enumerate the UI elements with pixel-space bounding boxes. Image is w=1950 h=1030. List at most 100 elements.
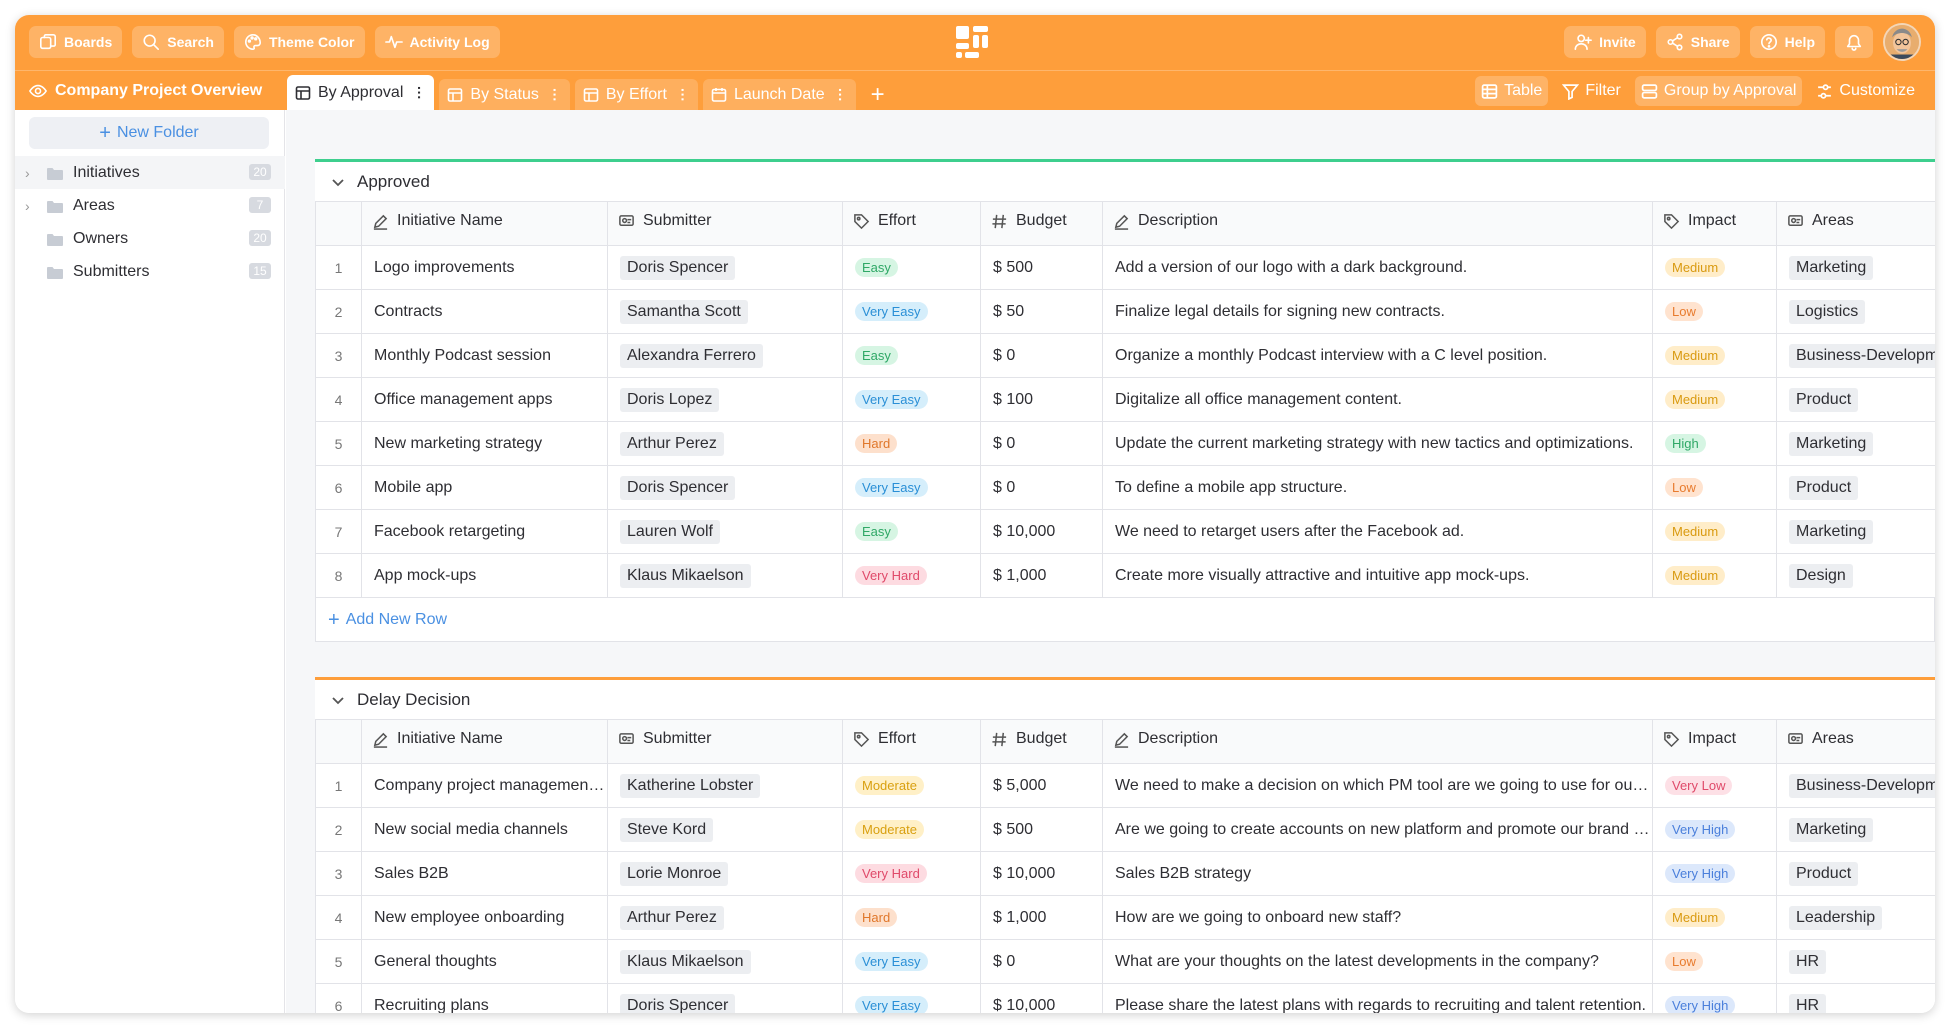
areas-cell[interactable]: HR — [1776, 939, 1935, 984]
description-cell[interactable]: How are we going to onboard new staff? — [1102, 895, 1653, 940]
table-row[interactable]: 3 Monthly Podcast session Alexandra Ferrer… — [315, 333, 1935, 378]
budget-cell[interactable]: $ 500 — [980, 807, 1103, 852]
areas-cell[interactable]: Design — [1776, 553, 1935, 598]
impact-cell[interactable]: Very High — [1652, 851, 1777, 896]
initiative-name-cell[interactable]: Office management apps — [361, 377, 608, 422]
tab-menu-icon[interactable]: ··· — [546, 88, 563, 102]
initiative-name-cell[interactable]: Recruiting plans — [361, 983, 608, 1013]
budget-cell[interactable]: $ 10,000 — [980, 983, 1103, 1013]
initiative-name-cell[interactable]: Facebook retargeting — [361, 509, 608, 554]
table-row[interactable]: 4 New employee onboarding Arthur Perez Hard… — [315, 895, 1935, 940]
areas-cell[interactable]: Business-Development — [1776, 333, 1935, 378]
areas-cell[interactable]: Marketing — [1776, 807, 1935, 852]
search-button[interactable]: Search — [132, 26, 224, 58]
effort-tag[interactable]: Very Hard — [855, 566, 927, 585]
area-chip[interactable]: Marketing — [1789, 519, 1874, 544]
impact-cell[interactable]: Low — [1652, 465, 1777, 510]
submitter-cell[interactable]: Samantha Scott — [607, 289, 843, 334]
submitter-chip[interactable]: Alexandra Ferrero — [620, 343, 763, 368]
budget-cell[interactable]: $ 50 — [980, 289, 1103, 334]
budget-cell[interactable]: $ 5,000 — [980, 763, 1103, 808]
budget-cell[interactable]: $ 100 — [980, 377, 1103, 422]
submitter-chip[interactable]: Lorie Monroe — [620, 861, 729, 886]
impact-cell[interactable]: Medium — [1652, 553, 1777, 598]
submitter-chip[interactable]: Lauren Wolf — [620, 519, 720, 544]
submitter-cell[interactable]: Lauren Wolf — [607, 509, 843, 554]
initiative-name-cell[interactable]: General thoughts — [361, 939, 608, 984]
impact-tag[interactable]: Low — [1665, 478, 1703, 497]
effort-cell[interactable]: Very Easy — [842, 939, 981, 984]
table-row[interactable]: 5 New marketing strategy Arthur Perez Hard $… — [315, 421, 1935, 466]
effort-tag[interactable]: Very Easy — [855, 478, 928, 497]
submitter-chip[interactable]: Steve Kord — [620, 817, 714, 842]
area-chip[interactable]: Marketing — [1789, 255, 1874, 280]
table-row[interactable]: 4 Office management apps Doris Lopez Very E… — [315, 377, 1935, 422]
impact-tag[interactable]: Medium — [1665, 258, 1726, 277]
initiative-name-cell[interactable]: Logo improvements — [361, 245, 608, 290]
effort-tag[interactable]: Moderate — [855, 820, 924, 839]
impact-cell[interactable]: Medium — [1652, 333, 1777, 378]
areas-cell[interactable]: Business-Development — [1776, 763, 1935, 808]
group-by-button[interactable]: Group by Approval — [1634, 76, 1803, 106]
submitter-chip[interactable]: Doris Spencer — [620, 475, 736, 500]
effort-tag[interactable]: Very Easy — [855, 302, 928, 321]
budget-cell[interactable]: $ 0 — [980, 465, 1103, 510]
impact-tag[interactable]: Medium — [1665, 390, 1726, 409]
submitter-cell[interactable]: Katherine Lobster — [607, 763, 843, 808]
areas-cell[interactable]: Product — [1776, 465, 1935, 510]
submitter-cell[interactable]: Doris Spencer — [607, 245, 843, 290]
sidebar-item-submitters[interactable]: Submitters 15 — [15, 255, 285, 288]
effort-tag[interactable]: Hard — [855, 434, 898, 453]
customize-button[interactable]: Customize — [1810, 76, 1921, 106]
areas-cell[interactable]: Product — [1776, 851, 1935, 896]
effort-cell[interactable]: Hard — [842, 895, 981, 940]
area-chip[interactable]: Marketing — [1789, 431, 1874, 456]
column-header-budget[interactable]: Budget — [980, 201, 1103, 246]
project-title[interactable]: Company Project Overview — [29, 79, 262, 103]
impact-tag[interactable]: Very Low — [1665, 776, 1733, 795]
initiative-name-cell[interactable]: Sales B2B — [361, 851, 608, 896]
tab-by-status[interactable]: By Status ··· — [439, 79, 570, 111]
description-cell[interactable]: Sales B2B strategy — [1102, 851, 1653, 896]
impact-tag[interactable]: Low — [1665, 952, 1703, 971]
sidebar-item-initiatives[interactable]: › Initiatives 20 — [15, 156, 285, 189]
impact-tag[interactable]: Medium — [1665, 522, 1726, 541]
effort-cell[interactable]: Moderate — [842, 763, 981, 808]
table-row[interactable]: 2 Contracts Samantha Scott Very Easy $ 50 Fin… — [315, 289, 1935, 334]
initiative-name-cell[interactable]: Mobile app — [361, 465, 608, 510]
submitter-cell[interactable]: Lorie Monroe — [607, 851, 843, 896]
sidebar-item-areas[interactable]: › Areas 7 — [15, 189, 285, 222]
description-cell[interactable]: To define a mobile app structure. — [1102, 465, 1653, 510]
tab-menu-icon[interactable]: ··· — [832, 88, 849, 102]
boards-button[interactable]: Boards — [29, 26, 123, 58]
area-chip[interactable]: Business-Development — [1789, 773, 1935, 798]
area-chip[interactable]: Product — [1789, 387, 1859, 412]
impact-cell[interactable]: Very Low — [1652, 763, 1777, 808]
area-chip[interactable]: Design — [1789, 563, 1853, 588]
theme-color-button[interactable]: Theme Color — [233, 26, 365, 58]
description-cell[interactable]: Finalize legal details for signing new c… — [1102, 289, 1653, 334]
budget-cell[interactable]: $ 1,000 — [980, 553, 1103, 598]
column-header-effort[interactable]: Effort — [842, 719, 981, 764]
budget-cell[interactable]: $ 0 — [980, 333, 1103, 378]
effort-tag[interactable]: Very Easy — [855, 390, 928, 409]
submitter-cell[interactable]: Klaus Mikaelson — [607, 553, 843, 598]
description-cell[interactable]: Add a version of our logo with a dark ba… — [1102, 245, 1653, 290]
effort-tag[interactable]: Very Easy — [855, 996, 928, 1013]
submitter-chip[interactable]: Klaus Mikaelson — [620, 949, 751, 974]
area-chip[interactable]: HR — [1789, 993, 1827, 1013]
table-row[interactable]: 7 Facebook retargeting Lauren Wolf Easy $ 10… — [315, 509, 1935, 554]
chevron-down-icon[interactable] — [331, 693, 345, 707]
submitter-cell[interactable]: Klaus Mikaelson — [607, 939, 843, 984]
submitter-cell[interactable]: Steve Kord — [607, 807, 843, 852]
description-cell[interactable]: Please share the latest plans with regar… — [1102, 983, 1653, 1013]
description-cell[interactable]: We need to make a decision on which PM t… — [1102, 763, 1653, 808]
column-header-submitter[interactable]: Submitter — [607, 719, 843, 764]
app-logo[interactable] — [955, 25, 989, 59]
effort-cell[interactable]: Very Hard — [842, 851, 981, 896]
table-row[interactable]: 5 General thoughts Klaus Mikaelson Very Eas… — [315, 939, 1935, 984]
effort-tag[interactable]: Moderate — [855, 776, 924, 795]
area-chip[interactable]: Product — [1789, 475, 1859, 500]
description-cell[interactable]: Are we going to create accounts on new p… — [1102, 807, 1653, 852]
budget-cell[interactable]: $ 10,000 — [980, 851, 1103, 896]
